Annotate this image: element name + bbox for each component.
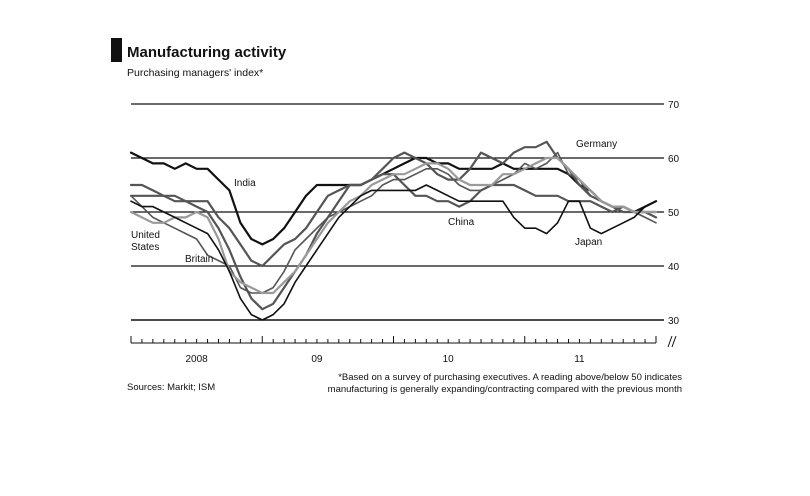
- series-label-japan: Japan: [575, 237, 602, 248]
- footnote-line-1: *Based on a survey of purchasing executi…: [338, 372, 682, 383]
- chart-title: Manufacturing activity: [127, 44, 287, 61]
- footnote-line-2: manufacturing is generally expanding/con…: [327, 384, 682, 395]
- y-tick-label-40: 40: [668, 262, 680, 273]
- footnote: *Based on a survey of purchasing executi…: [322, 372, 682, 396]
- chart-subtitle: Purchasing managers' index*: [127, 67, 264, 79]
- series-line-united-states: [129, 156, 658, 295]
- y-tick-label-30: 30: [668, 316, 680, 327]
- x-tick-label-09: 09: [311, 354, 323, 365]
- series-label-germany: Germany: [576, 139, 617, 150]
- series-line-britain: [130, 151, 657, 294]
- series-line-india: [129, 151, 658, 246]
- axis-break-icon: [667, 335, 677, 348]
- series-label-united: United: [131, 230, 160, 241]
- y-tick-label-60: 60: [668, 154, 680, 165]
- series-line-germany: [129, 140, 658, 311]
- title-marker: [111, 38, 122, 62]
- source-note: Sources: Markit; ISM: [127, 382, 216, 393]
- x-tick-label-2008: 2008: [186, 354, 209, 365]
- series-label-britain: Britain: [185, 254, 213, 265]
- y-tick-label-50: 50: [668, 208, 680, 219]
- series-label-china: China: [448, 217, 475, 228]
- x-tick-label-10: 10: [443, 354, 455, 365]
- series-label-states: States: [131, 242, 159, 253]
- y-tick-label-70: 70: [668, 100, 680, 111]
- series-line-japan: [130, 184, 657, 321]
- series-label-india: India: [234, 178, 256, 189]
- x-tick-label-11: 11: [574, 354, 585, 365]
